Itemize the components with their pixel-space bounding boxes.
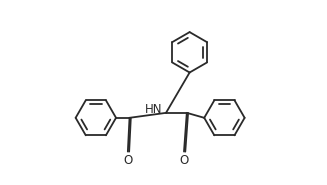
Text: O: O [180, 154, 189, 167]
Text: HN: HN [145, 103, 162, 116]
Text: O: O [123, 154, 132, 167]
